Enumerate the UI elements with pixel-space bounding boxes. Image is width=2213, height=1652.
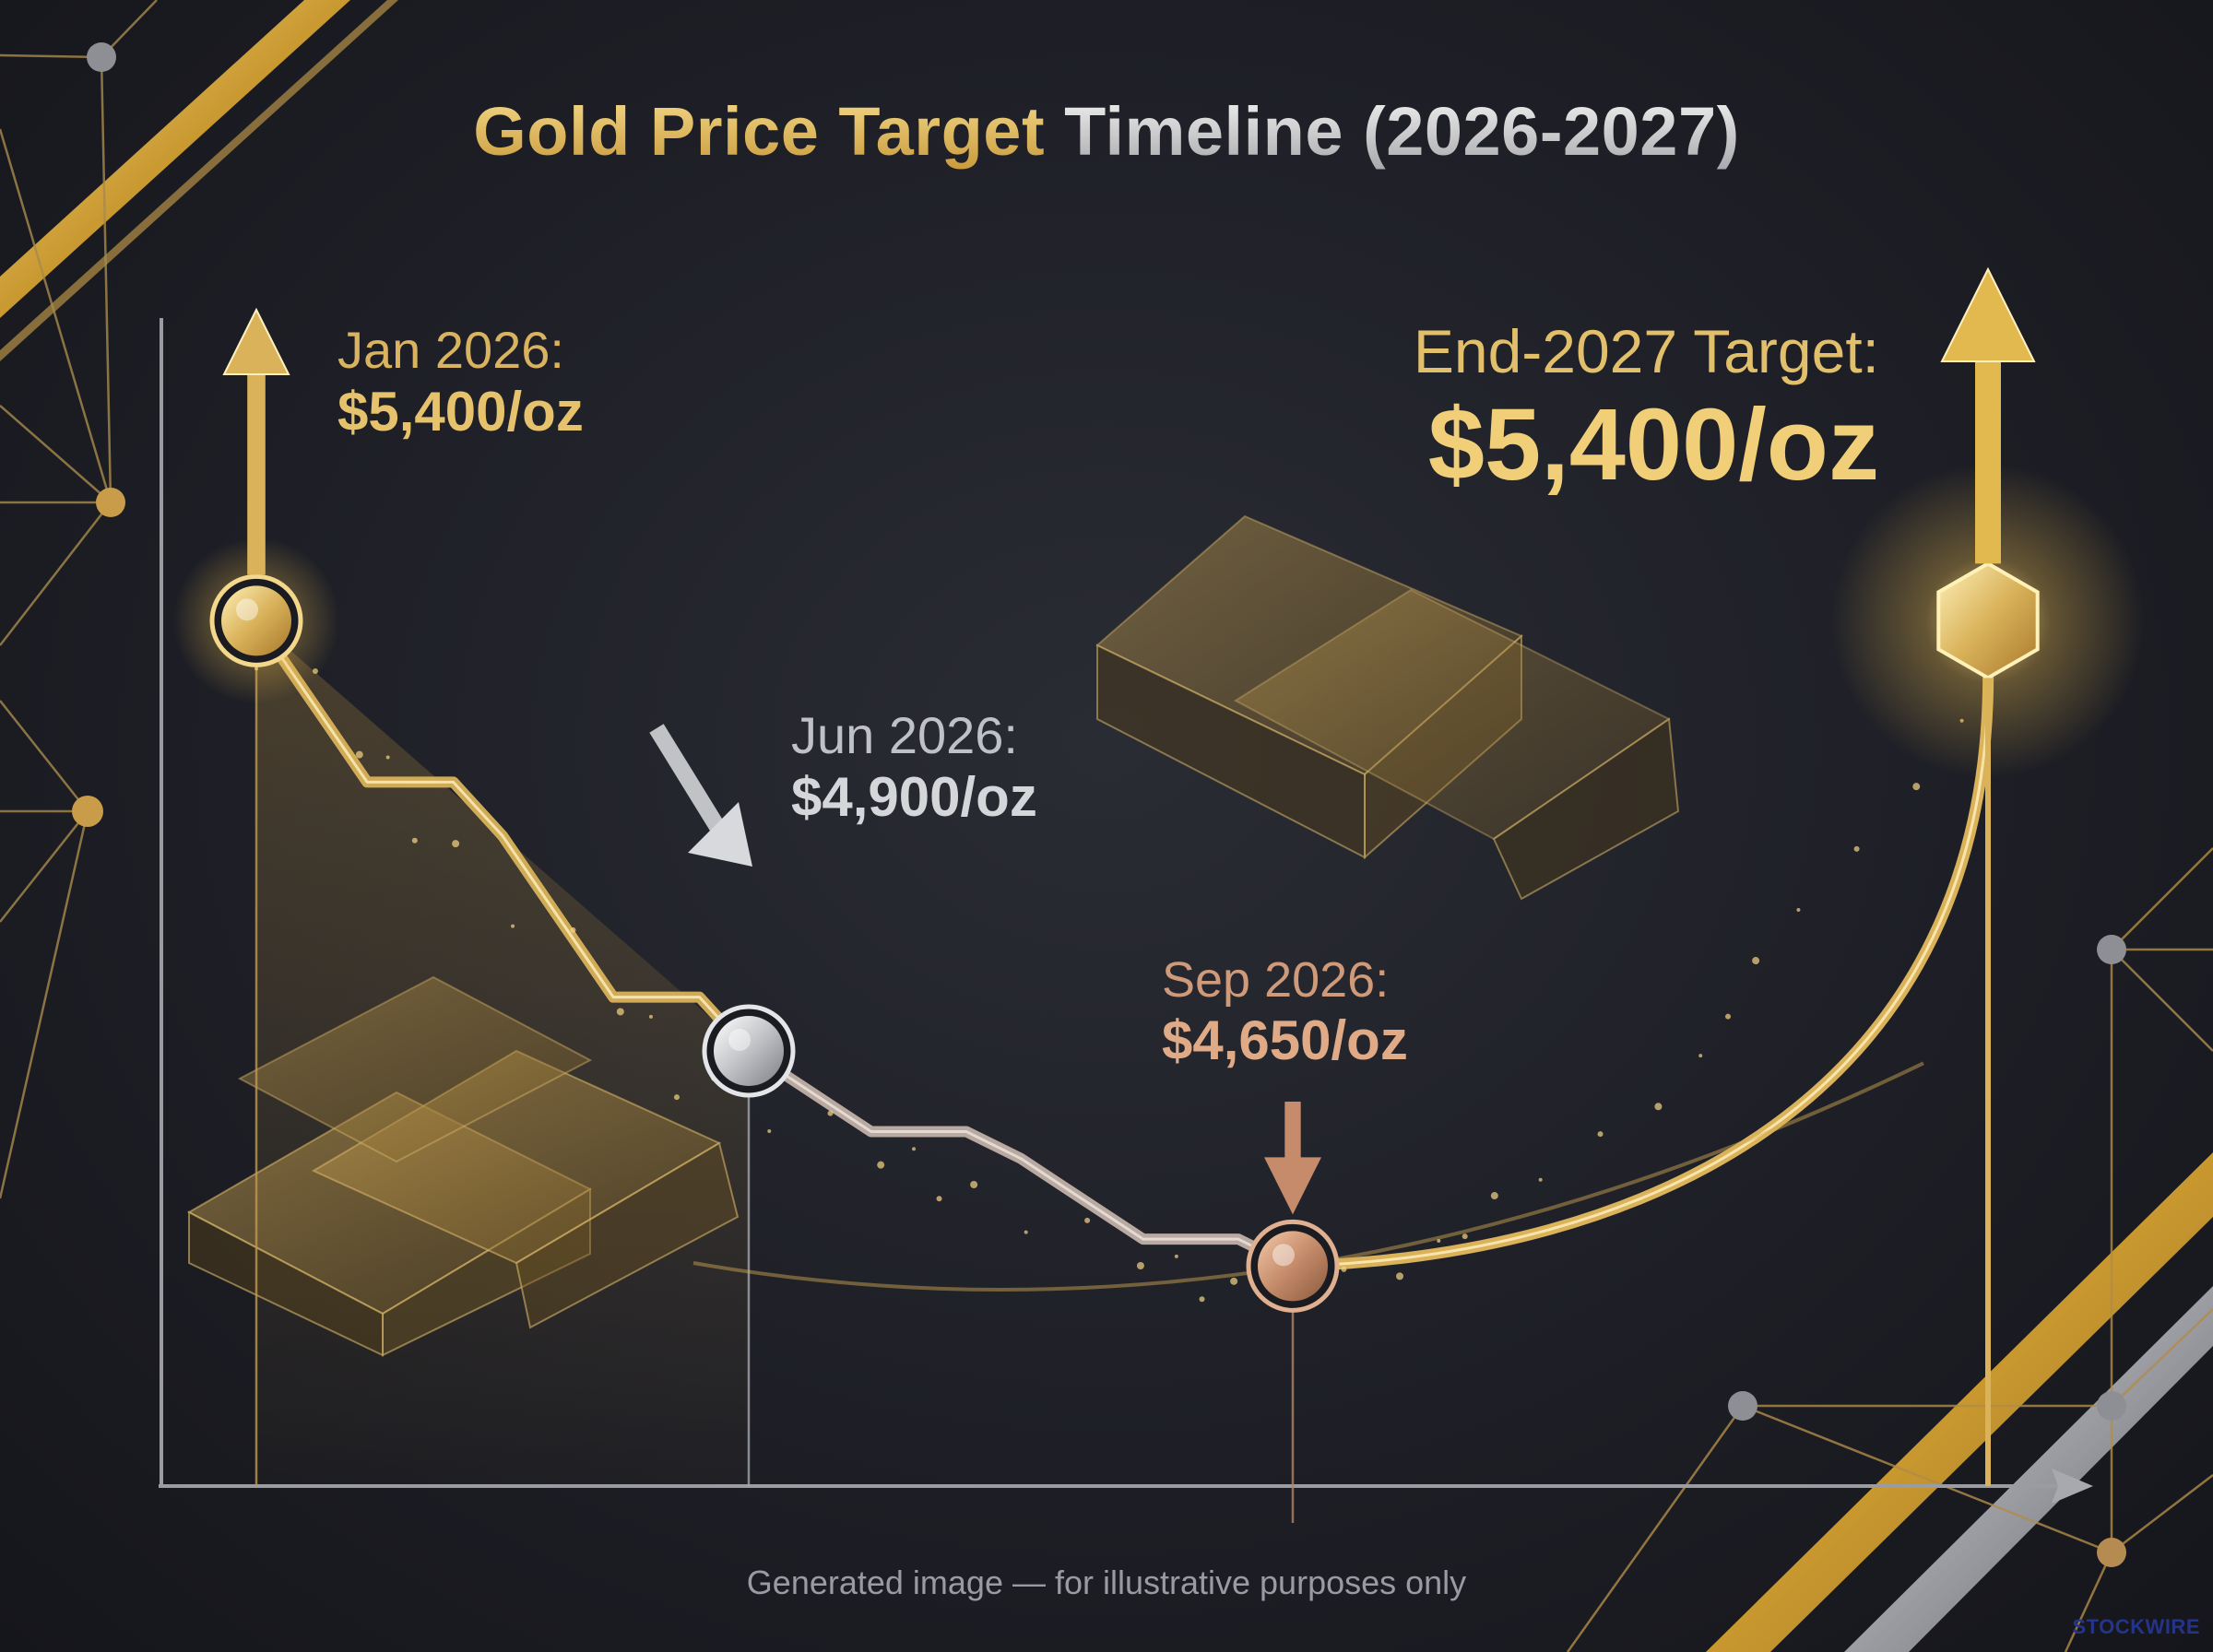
gold-band-bottom-right (1706, 1152, 2213, 1652)
sparkle (1084, 1217, 1091, 1223)
sparkle (570, 926, 576, 933)
sparkle (936, 1196, 942, 1202)
data-point-marker (714, 1016, 784, 1086)
sparkle (511, 924, 515, 928)
sparkle (1462, 1233, 1468, 1240)
sparkle (411, 837, 418, 844)
marker-shine (728, 1029, 751, 1051)
x-axis-arrowhead (2052, 1469, 2093, 1504)
point-label-sep-2026: Sep 2026: $4,650/oz (1162, 951, 1408, 1072)
sparkle (1199, 1296, 1205, 1303)
sparkle (1230, 1277, 1238, 1285)
area-fill (256, 620, 749, 1486)
point-label-jan-2026: Jan 2026: $5,400/oz (337, 321, 584, 443)
price-label: $5,400/oz (337, 381, 584, 443)
sparkle (1725, 1013, 1732, 1020)
sparkle (1395, 1272, 1403, 1280)
silver-band-bottom-right (1844, 1286, 2213, 1652)
point-label-jun-2026: Jun 2026: $4,900/oz (791, 706, 1037, 829)
title-part-gold: Gold Price (473, 93, 820, 170)
brand-watermark: STOCKWIRE (2072, 1615, 2200, 1638)
sparkle (1136, 1261, 1144, 1269)
sparkle (1174, 1254, 1178, 1258)
network-nodes-left (72, 42, 125, 827)
sparkle (1796, 907, 1801, 912)
network-lines-right (1566, 847, 2213, 1652)
sparkle (1698, 1054, 1703, 1058)
sparkle (912, 1147, 917, 1151)
sparkle (1024, 1230, 1028, 1234)
down-arrow-sep (1264, 1157, 1321, 1215)
sparkle (877, 1161, 885, 1169)
chart-title: Gold Price Target Timeline (2026-2027) (0, 92, 2213, 171)
price-label: $5,400/oz (1427, 387, 1879, 502)
up-arrow-end-2027 (1940, 266, 2036, 362)
sparkle (1490, 1192, 1498, 1200)
series-line-highlight-sep-end (1292, 657, 1990, 1268)
sparkle (970, 1180, 978, 1188)
down-arrow-jun (688, 802, 752, 867)
data-point-marker (1258, 1231, 1328, 1302)
price-label: $4,900/oz (791, 766, 1037, 829)
network-nodes-right (1728, 935, 2126, 1567)
point-label-end-2027-target: End-2027 Target: $5,400/oz (1414, 317, 1879, 503)
price-label: $4,650/oz (1162, 1009, 1408, 1072)
gold-bars-illustration-right (1095, 514, 1680, 901)
up-arrow-jan (222, 307, 290, 375)
sparkle (767, 1128, 772, 1133)
title-part-silver: Timeline (2026-2027) (1064, 93, 1740, 170)
title-part-gold-2: Target (838, 93, 1046, 170)
sparkle (355, 750, 363, 759)
down-arrow-jun-shaft (649, 724, 732, 844)
sparkle (1752, 957, 1760, 965)
sparkle (827, 1110, 834, 1116)
sparkle (648, 1014, 653, 1019)
sparkle (1654, 1103, 1663, 1111)
marker-shine (1272, 1244, 1295, 1267)
marker-shine (236, 598, 258, 621)
sparkle (1437, 1238, 1441, 1243)
sparkle (452, 840, 460, 848)
date-label: End-2027 Target: (1413, 317, 1879, 385)
sparkle (673, 1094, 680, 1101)
sparkle (1597, 1131, 1604, 1138)
sparkle (1538, 1177, 1543, 1182)
sparkle (1853, 845, 1860, 852)
sparkle (1912, 783, 1921, 791)
sparkle (1341, 1266, 1347, 1272)
sparkle (616, 1008, 624, 1016)
thin-band-top-left (0, 0, 398, 361)
series-line-highlight-jun-sep (748, 1049, 1294, 1268)
disclaimer-footer: Generated image — for illustrative purpo… (746, 1564, 1467, 1601)
date-label: Jun 2026: (791, 706, 1018, 764)
series-line-highlight-jan-jun (254, 620, 751, 1053)
date-label: Sep 2026: (1162, 952, 1390, 1008)
data-layer (173, 266, 2145, 1523)
gold-band-top-left (0, 0, 350, 318)
sparkle (385, 755, 390, 760)
data-point-marker (221, 585, 291, 656)
date-label: Jan 2026: (337, 321, 564, 379)
